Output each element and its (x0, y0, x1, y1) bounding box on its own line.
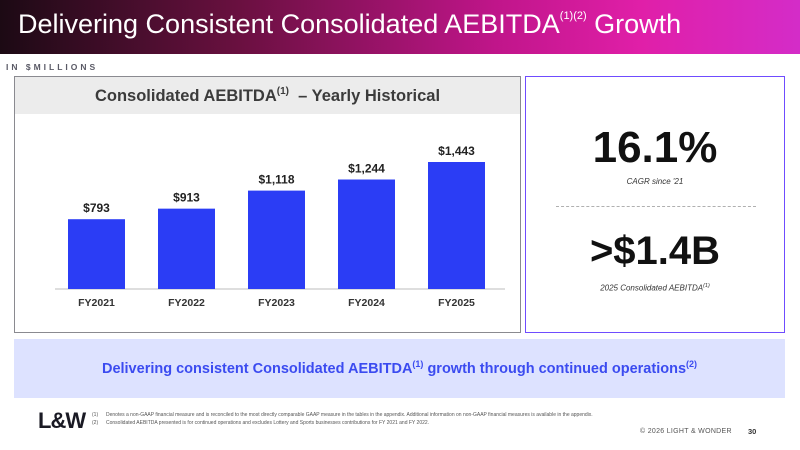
x-tick-fy2025: FY2025 (438, 297, 475, 309)
bar-fy2022 (158, 208, 215, 289)
chart-header: Consolidated AEBITDA(1) – Yearly Histori… (15, 77, 520, 114)
x-tick-fy2021: FY2021 (78, 297, 115, 309)
total-aebitda-value: >$1.4B (589, 229, 721, 273)
bar-fy2021 (68, 219, 125, 289)
cagr-label: CAGR since '21 (626, 177, 684, 186)
banner-text: Delivering consistent Consolidated AEBIT… (101, 359, 698, 377)
data-label-fy2025: $1,443 (438, 144, 475, 158)
x-tick-fy2022: FY2022 (168, 297, 205, 309)
bar-fy2023 (248, 190, 305, 289)
bar-fy2025 (428, 162, 485, 289)
chart-panel: Consolidated AEBITDA(1) – Yearly Histori… (14, 76, 521, 333)
chart-title: Consolidated AEBITDA(1) – Yearly Histori… (94, 86, 441, 105)
data-label-fy2022: $913 (173, 191, 200, 205)
footnote-2: (2) Consolidated AEBITDA presented is for… (92, 420, 430, 426)
total-aebitda-label: 2025 Consolidated AEBITDA(1) (600, 283, 710, 293)
summary-banner: Delivering consistent Consolidated AEBIT… (14, 339, 785, 398)
data-label-fy2023: $1,118 (258, 173, 294, 187)
units-label: IN $MILLIONS (6, 62, 99, 72)
bar-chart: $793 FY2021 $913 FY2022 $1,118 FY2023 $1,244 FY… (55, 144, 505, 309)
bar-fy2024 (338, 179, 395, 289)
company-logo: L&W (38, 408, 86, 433)
copyright: © 2026 LIGHT & WONDER (640, 428, 732, 435)
footnote-1: (1) Denotes a non-GAAP financial measure … (92, 412, 593, 418)
footnotes: (1) Denotes a non-GAAP financial measure … (92, 411, 672, 427)
header-bar: Delivering Consistent Consolidated AEBIT… (0, 0, 800, 54)
kpi-divider (556, 206, 756, 207)
page-number: 30 (748, 427, 757, 436)
data-label-fy2024: $1,244 (348, 162, 385, 176)
x-tick-fy2024: FY2024 (348, 297, 385, 309)
page-title: Delivering Consistent Consolidated AEBIT… (18, 9, 682, 39)
cagr-value: 16.1% (592, 123, 718, 172)
x-tick-fy2023: FY2023 (258, 297, 295, 309)
kpi-panel: 16.1% CAGR since '21 >$1.4B 2025 Consoli… (525, 76, 785, 333)
data-label-fy2021: $793 (83, 201, 110, 215)
